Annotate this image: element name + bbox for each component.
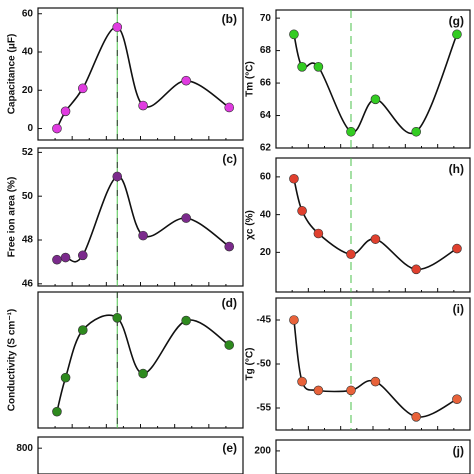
point xyxy=(289,29,299,40)
y-tick-label: -55 xyxy=(257,403,272,414)
panel-label: (g) xyxy=(449,14,464,28)
point xyxy=(60,106,71,117)
panel-frame xyxy=(37,7,244,141)
y-tick-label: 40 xyxy=(260,209,272,220)
y-tick-label: 20 xyxy=(22,85,34,96)
y-axis-label: χc (%) xyxy=(245,210,256,240)
point xyxy=(138,368,148,379)
y-tick-label: 40 xyxy=(22,47,34,58)
curve xyxy=(293,178,458,271)
point xyxy=(313,228,324,239)
panel-frame xyxy=(275,297,471,431)
point xyxy=(452,243,462,254)
point xyxy=(297,376,307,387)
point xyxy=(112,313,123,323)
y-tick-label: 68 xyxy=(260,45,272,56)
point xyxy=(52,406,62,417)
point xyxy=(52,123,62,134)
point xyxy=(224,340,235,350)
panel-frame xyxy=(275,157,471,293)
y-tick-label: 60 xyxy=(22,8,34,19)
panel-label: (i) xyxy=(453,302,464,316)
point xyxy=(289,173,299,184)
curve xyxy=(293,34,458,135)
panel-label: (b) xyxy=(222,12,237,26)
point xyxy=(181,75,191,86)
curve xyxy=(56,26,230,129)
point xyxy=(77,83,88,94)
point xyxy=(452,29,462,40)
panel-frame xyxy=(37,291,244,429)
curve xyxy=(293,319,458,418)
panel-frame xyxy=(37,147,244,287)
point xyxy=(313,385,324,396)
point xyxy=(181,315,191,326)
point xyxy=(346,385,356,396)
point xyxy=(370,376,381,387)
point xyxy=(52,254,62,265)
point xyxy=(346,126,356,137)
y-tick-label: 200 xyxy=(254,446,271,457)
point xyxy=(60,372,71,383)
point xyxy=(411,264,422,275)
y-axis-label: Tg (°C) xyxy=(245,348,256,381)
y-tick-label: 20 xyxy=(260,247,272,258)
curve xyxy=(56,175,230,263)
y-tick-label: 50 xyxy=(22,191,34,202)
y-tick-label: 62 xyxy=(260,143,272,154)
point xyxy=(289,315,299,325)
point xyxy=(112,171,123,182)
panel-label: (h) xyxy=(449,162,464,176)
y-axis-label: Tm (°C) xyxy=(245,61,256,97)
y-axis-label: Free ion area (%) xyxy=(7,177,18,258)
point xyxy=(77,250,88,261)
y-tick-label: 46 xyxy=(22,278,34,289)
point xyxy=(452,394,462,405)
point xyxy=(370,94,381,105)
point xyxy=(138,230,148,241)
point xyxy=(297,206,307,216)
y-tick-label: 0 xyxy=(27,123,33,134)
point xyxy=(60,252,71,263)
point xyxy=(181,213,191,223)
y-axis-label: Conductivity (S cm⁻¹) xyxy=(7,309,18,412)
y-tick-label: 48 xyxy=(22,235,34,246)
y-tick-label: 800 xyxy=(16,443,33,454)
point xyxy=(411,126,422,137)
point xyxy=(224,241,235,252)
y-tick-label: 66 xyxy=(260,78,272,89)
point xyxy=(112,22,123,32)
point xyxy=(224,102,235,113)
panel-frame xyxy=(275,439,471,474)
point xyxy=(313,62,324,72)
panel-label: (j) xyxy=(453,444,464,458)
panel-label: (c) xyxy=(222,152,237,166)
panel-label: (e) xyxy=(222,441,237,455)
point xyxy=(297,62,307,72)
panel-label: (d) xyxy=(222,296,237,310)
y-tick-label: 64 xyxy=(260,110,272,121)
point xyxy=(370,234,381,244)
point xyxy=(411,411,422,422)
point xyxy=(346,249,356,260)
y-axis-label: Capacitance (μF) xyxy=(7,34,18,115)
y-tick-label: -45 xyxy=(257,315,272,326)
y-tick-label: 52 xyxy=(22,147,34,158)
y-tick-label: 60 xyxy=(260,172,272,183)
point xyxy=(138,100,148,111)
y-tick-label: -50 xyxy=(257,359,272,370)
panel-frame xyxy=(37,436,244,474)
y-tick-label: 70 xyxy=(260,13,272,24)
point xyxy=(77,325,88,335)
